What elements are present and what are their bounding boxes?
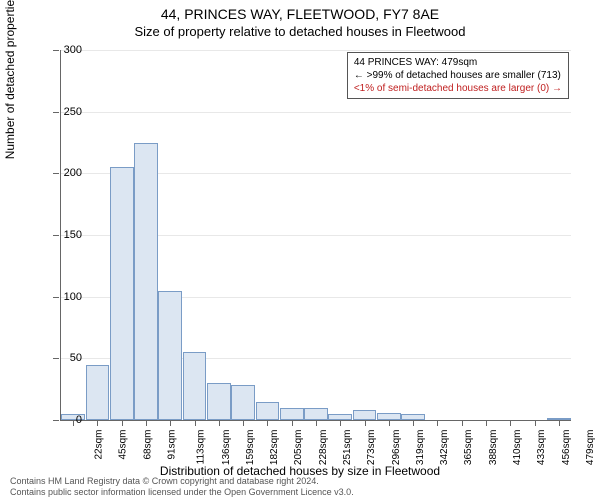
footer-line2: Contains public sector information licen…: [10, 487, 590, 498]
x-tick-label: 342sqm: [439, 430, 450, 466]
x-tick-label: 456sqm: [561, 430, 572, 466]
histogram-bar: [134, 143, 158, 421]
y-tick-label: 200: [64, 167, 82, 179]
x-tick-label: 22sqm: [94, 430, 105, 460]
footer-line1: Contains HM Land Registry data © Crown c…: [10, 476, 590, 487]
x-tick: [170, 420, 171, 426]
annotation-line1: 44 PRINCES WAY: 479sqm: [354, 56, 562, 69]
x-tick: [413, 420, 414, 426]
footer: Contains HM Land Registry data © Crown c…: [10, 476, 590, 498]
x-tick-label: 228sqm: [318, 430, 329, 466]
histogram-bar: [207, 383, 231, 420]
y-tick: [53, 297, 59, 298]
x-tick-label: 68sqm: [142, 430, 153, 460]
histogram-bar: [304, 408, 328, 420]
x-tick-label: 136sqm: [221, 430, 232, 466]
x-tick: [219, 420, 220, 426]
x-tick: [365, 420, 366, 426]
annotation-box: 44 PRINCES WAY: 479sqm ← >99% of detache…: [347, 52, 569, 99]
y-tick-label: 250: [64, 106, 82, 118]
chart-subtitle: Size of property relative to detached ho…: [0, 24, 600, 39]
x-tick-label: 91sqm: [167, 430, 178, 460]
x-tick-label: 433sqm: [536, 430, 547, 466]
y-tick-label: 50: [70, 352, 82, 364]
x-tick: [97, 420, 98, 426]
x-tick-label: 113sqm: [196, 430, 207, 465]
histogram-bar: [183, 352, 207, 420]
annotation-line2: ← >99% of detached houses are smaller (7…: [354, 69, 562, 82]
x-tick: [486, 420, 487, 426]
x-tick: [292, 420, 293, 426]
y-tick: [53, 358, 59, 359]
x-tick-label: 319sqm: [415, 430, 426, 466]
x-tick: [389, 420, 390, 426]
y-tick: [53, 112, 59, 113]
x-tick: [122, 420, 123, 426]
y-tick-label: 100: [64, 291, 82, 303]
histogram-bar: [353, 410, 377, 420]
x-tick-label: 365sqm: [464, 430, 475, 466]
x-tick: [510, 420, 511, 426]
y-axis-title: Number of detached properties: [3, 0, 17, 159]
x-tick: [462, 420, 463, 426]
grid-line: [61, 112, 571, 113]
page-title: 44, PRINCES WAY, FLEETWOOD, FY7 8AE: [0, 6, 600, 22]
x-tick: [559, 420, 560, 426]
x-tick: [535, 420, 536, 426]
x-tick: [243, 420, 244, 426]
histogram-bar: [86, 365, 110, 421]
x-tick-label: 205sqm: [294, 430, 305, 466]
annotation-line3: <1% of semi-detached houses are larger (…: [354, 82, 562, 95]
histogram-bar: [377, 413, 401, 420]
x-tick: [267, 420, 268, 426]
histogram-bar: [110, 167, 134, 420]
x-tick-label: 45sqm: [118, 430, 129, 460]
y-tick: [53, 50, 59, 51]
x-tick: [340, 420, 341, 426]
histogram-bar: [158, 291, 182, 421]
x-tick-label: 251sqm: [342, 430, 353, 466]
histogram-bar: [256, 402, 280, 421]
y-tick: [53, 235, 59, 236]
x-tick: [195, 420, 196, 426]
x-tick: [316, 420, 317, 426]
y-tick: [53, 173, 59, 174]
x-tick-label: 182sqm: [269, 430, 280, 466]
x-tick-label: 273sqm: [366, 430, 377, 466]
x-tick-label: 410sqm: [512, 430, 523, 466]
y-tick-label: 0: [76, 414, 82, 426]
x-tick: [146, 420, 147, 426]
histogram-bar: [280, 408, 304, 420]
x-tick-label: 159sqm: [245, 430, 256, 466]
x-tick: [437, 420, 438, 426]
y-tick-label: 300: [64, 44, 82, 56]
y-tick-label: 150: [64, 229, 82, 241]
x-tick: [73, 420, 74, 426]
y-tick: [53, 420, 59, 421]
x-tick-label: 388sqm: [488, 430, 499, 466]
histogram-bar: [231, 385, 255, 420]
x-tick-label: 479sqm: [585, 430, 596, 466]
grid-line: [61, 50, 571, 51]
x-tick-label: 296sqm: [391, 430, 402, 466]
chart-container: 44, PRINCES WAY, FLEETWOOD, FY7 8AE Size…: [0, 0, 600, 500]
plot-area: 44 PRINCES WAY: 479sqm ← >99% of detache…: [60, 50, 571, 421]
